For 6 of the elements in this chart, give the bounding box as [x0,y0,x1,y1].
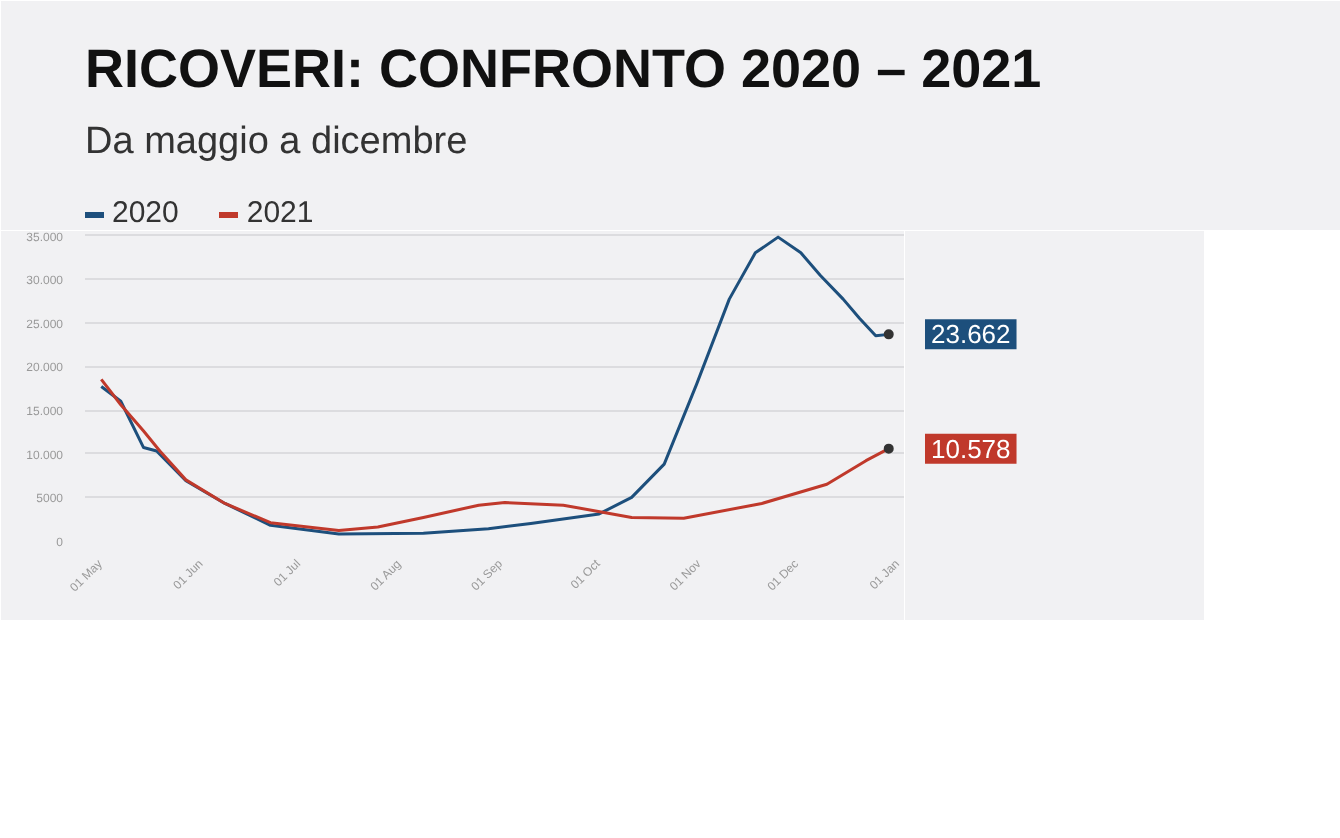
chart-title: RICOVERI: CONFRONTO 2020 – 2021 [85,39,1042,99]
chart-subtitle: Da maggio a dicembre [85,121,468,163]
legend-label: 2020 [112,196,179,230]
data-label: 23.662 [931,319,1011,350]
data-label: 10.578 [931,433,1011,464]
legend-label: 2021 [246,196,314,230]
